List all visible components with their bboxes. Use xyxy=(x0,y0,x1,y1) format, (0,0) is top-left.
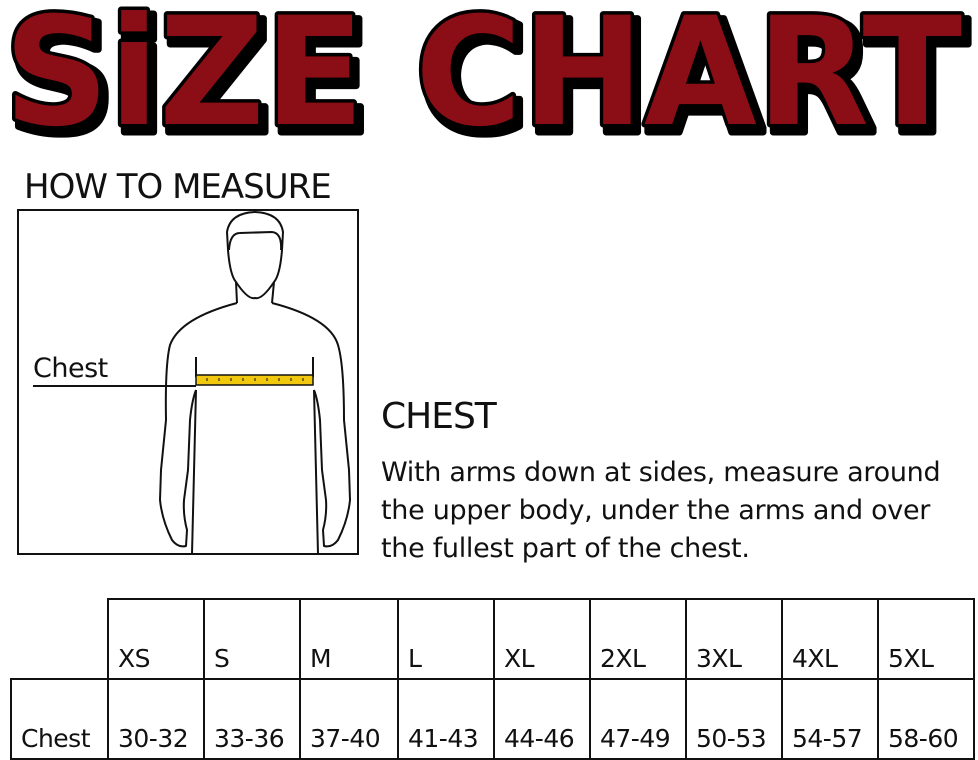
size-header-text: M xyxy=(310,644,332,673)
figure-frame xyxy=(17,209,359,555)
how-to-measure-heading: HOW TO MEASURE xyxy=(24,167,332,207)
chest-value-text: 37-40 xyxy=(310,724,381,753)
size-chart-title: SiZE CHART xyxy=(1,0,966,162)
size-header: M xyxy=(299,598,399,680)
title-text: SiZE CHART xyxy=(4,0,962,160)
size-header-text: 2XL xyxy=(600,644,646,673)
chest-value-text: 41-43 xyxy=(408,724,479,753)
chest-value-text: 58-60 xyxy=(888,724,959,753)
size-header: 2XL xyxy=(589,598,687,680)
chest-value-text: 54-57 xyxy=(792,724,863,753)
chest-value: 54-57 xyxy=(781,678,879,760)
row-label-chest-text: Chest xyxy=(21,724,91,753)
size-header: S xyxy=(203,598,301,680)
size-header-text: 5XL xyxy=(888,644,934,673)
size-header: 5XL xyxy=(877,598,975,680)
chest-value: 44-46 xyxy=(493,678,591,760)
chest-value: 58-60 xyxy=(877,678,975,760)
size-header-text: 3XL xyxy=(696,644,742,673)
chest-description: With arms down at sides, measure around … xyxy=(381,457,941,564)
tape-ticks xyxy=(206,378,304,381)
row-label-chest: Chest xyxy=(10,678,109,760)
chest-value-text: 30-32 xyxy=(118,724,189,753)
chest-value-text: 33-36 xyxy=(214,724,285,753)
size-header-text: XL xyxy=(504,644,535,673)
size-header-text: 4XL xyxy=(792,644,838,673)
size-header-text: L xyxy=(408,644,422,673)
body-outline-icon xyxy=(159,211,351,555)
chest-value: 41-43 xyxy=(397,678,495,760)
chest-value-text: 44-46 xyxy=(504,724,575,753)
chest-value: 33-36 xyxy=(203,678,301,760)
size-header: XL xyxy=(493,598,591,680)
size-header-text: XS xyxy=(118,644,151,673)
chest-value: 50-53 xyxy=(685,678,783,760)
size-header-text: S xyxy=(214,644,230,673)
chest-value-text: 47-49 xyxy=(600,724,671,753)
size-header: XS xyxy=(107,598,205,680)
size-header: 4XL xyxy=(781,598,879,680)
chest-value-text: 50-53 xyxy=(696,724,767,753)
figure-chest-label: Chest xyxy=(33,353,108,384)
chest-heading: CHEST xyxy=(381,396,497,437)
chest-value: 47-49 xyxy=(589,678,687,760)
size-header: 3XL xyxy=(685,598,783,680)
chest-value: 37-40 xyxy=(299,678,399,760)
size-header: L xyxy=(397,598,495,680)
chest-value: 30-32 xyxy=(107,678,205,760)
